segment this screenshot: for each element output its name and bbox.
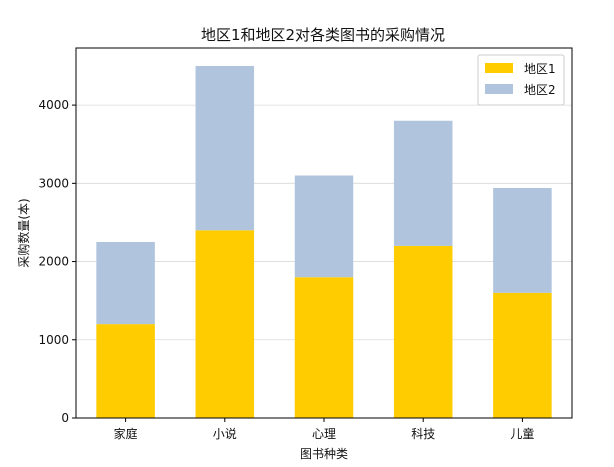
x-axis: 家庭 小说 心理 科技 儿童 [114,418,534,441]
legend-label: 地区1 [524,62,556,76]
y-tick-label: 3000 [38,176,69,190]
y-tick-label: 0 [61,411,69,425]
bar-1 [195,230,255,418]
y-tick-label: 4000 [38,98,69,112]
x-tick-label: 科技 [411,427,435,441]
y-axis-label: 采购数量(本) [16,198,31,267]
bar-2 [294,175,354,278]
bar-2 [96,241,155,325]
chart-title: 地区1和地区2对各类图书的采购情况 [201,26,445,44]
legend-label: 地区2 [524,83,556,97]
y-tick-label: 2000 [38,255,69,269]
legend: 地区1 地区2 [477,54,565,106]
x-tick-label: 心理 [312,427,336,441]
bar-2 [195,65,255,231]
legend-swatch [485,63,513,73]
bar-2 [393,120,453,246]
x-tick-label: 小说 [213,426,237,441]
legend-swatch [485,84,513,94]
bar-1 [393,245,453,418]
bar-1 [96,324,155,418]
y-tick-label: 1000 [38,333,69,347]
bars [96,65,552,418]
x-tick-label: 家庭 [114,426,138,441]
bar-2 [493,188,552,293]
x-axis-label: 图书种类 [300,447,348,461]
bar-1 [493,292,552,418]
x-tick-label: 儿童 [510,426,534,441]
y-axis: 0 1000 2000 3000 4000 [38,98,76,425]
bar-1 [294,277,354,418]
